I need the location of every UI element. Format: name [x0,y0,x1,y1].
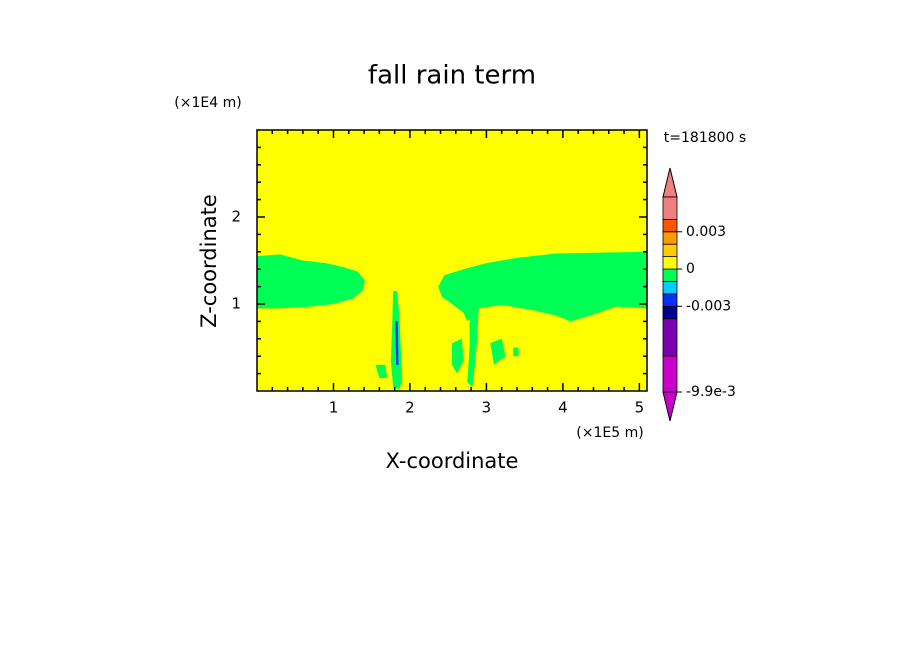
contour-region [513,347,519,357]
contour-region [490,338,506,365]
y-axis-label: Z-coordinate [197,194,221,328]
y-unit: (×1E4 m) [174,95,241,111]
x-tick-label: 1 [329,399,339,417]
plot-frame [256,129,648,392]
x-tick-label: 5 [635,399,645,417]
x-tick-label: 2 [405,399,415,417]
colorbar-tick-label: -0.003 [686,298,731,314]
colorbar-box [662,281,678,295]
x-axis-label: X-coordinate [386,449,519,473]
annotation: t=181800 s [664,130,746,146]
colorbar-box [662,305,678,320]
x-tick-label: 4 [558,399,568,417]
colorbar-box [662,256,678,270]
contour-region [438,251,647,322]
colorbar-extend [662,391,678,422]
chart-title: fall rain term [368,61,536,91]
colorbar-extend [662,167,678,198]
contour-region [257,254,365,309]
colorbar-tick-label: 0.003 [686,224,726,240]
colorbar-box [662,218,678,233]
contour-region [395,321,399,365]
colorbar-tick-label: -9.9e-3 [686,384,736,400]
contour-region [452,338,464,374]
x-tick-label: 3 [482,399,492,417]
colorbar-box [662,293,678,307]
colorbar-box [662,318,678,357]
colorbar-box [662,231,678,245]
contour-region [375,364,387,378]
colorbar-box [662,196,678,220]
colorbar-box [662,243,678,258]
y-tick-label: 1 [231,295,241,313]
x-unit: (×1E5 m) [576,425,643,441]
colorbar-box [662,355,678,393]
y-tick-label: 2 [231,208,241,226]
colorbar-box [662,268,678,282]
contour-region [467,308,479,387]
colorbar-tick-label: 0 [686,261,695,277]
